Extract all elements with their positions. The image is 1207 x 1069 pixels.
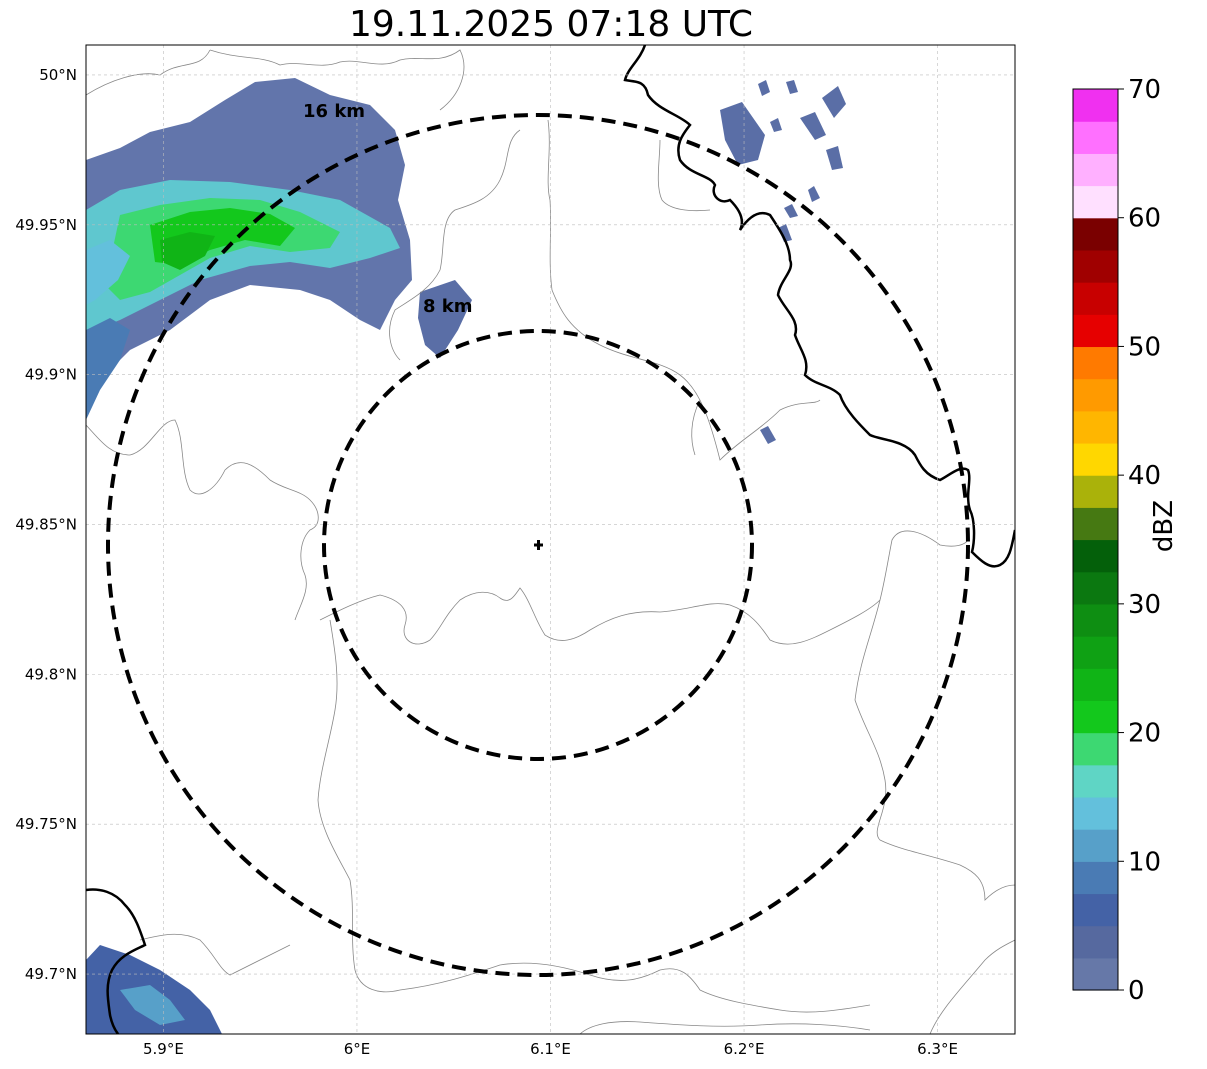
echo-nw-tail: [86, 318, 130, 420]
border-line: [929, 939, 1015, 1034]
colorbar-segment: [1073, 861, 1118, 895]
y-tick-label: 49.85°N: [15, 516, 77, 534]
colorbar-segment: [1073, 957, 1118, 991]
y-tick-label: 49.8°N: [25, 665, 77, 683]
country-border: [86, 45, 1015, 1034]
country-border-line: [623, 45, 1015, 568]
colorbar-frame: [1072, 88, 1119, 991]
colorbar-segment: [1073, 829, 1118, 862]
border-line: [579, 1021, 871, 1034]
echo-ne-10: [808, 186, 820, 202]
colorbar-segment: [1073, 314, 1118, 348]
echo-small-8km: [418, 280, 472, 358]
border-line: [854, 599, 1015, 901]
x-tick-labels: 5.9°E 6°E 6.1°E 6.2°E 6.3°E: [143, 1040, 958, 1058]
y-tick-label: 49.95°N: [15, 216, 77, 234]
echo-ne-9: [778, 224, 792, 242]
colorbar-segment: [1073, 700, 1118, 734]
colorbar-segment: [1073, 571, 1118, 605]
colorbar-segment: [1073, 475, 1118, 508]
colorbar-segment: [1073, 507, 1118, 541]
map-title: 19.11.2025 07:18 UTC: [348, 4, 754, 45]
y-tick-labels: 50°N 49.95°N 49.9°N 49.85°N 49.8°N 49.75°N 49.…: [15, 66, 77, 983]
colorbar-ticks: 0 10 20 30 40 50 60 70: [1118, 75, 1161, 1006]
reflectivity-echoes: [86, 78, 846, 1034]
border-line: [547, 119, 821, 461]
echo-ne-2: [800, 112, 826, 140]
colorbar-tick-label: 40: [1128, 461, 1161, 491]
y-tick-label: 49.75°N: [15, 815, 77, 833]
colorbar-segment: [1073, 378, 1118, 412]
colorbar-segment: [1073, 249, 1118, 283]
ring-label-16km: 16 km: [303, 101, 365, 122]
colorbar-segment: [1073, 636, 1118, 669]
x-tick-label: 6.2°E: [724, 1040, 765, 1058]
ring-16km: [106, 113, 970, 977]
colorbar-segment: [1073, 153, 1118, 187]
y-tick-label: 50°N: [39, 66, 77, 84]
colorbar-segment: [1073, 410, 1118, 444]
border-line: [389, 129, 521, 361]
radar-site-marker: [534, 540, 543, 550]
y-tick-label: 49.7°N: [25, 965, 77, 983]
country-border-line: [86, 888, 147, 1034]
colorbar-label: dBZ: [1149, 499, 1179, 553]
border-line: [319, 587, 881, 645]
x-tick-label: 6.1°E: [530, 1040, 571, 1058]
echo-ne-6: [786, 80, 798, 94]
echo-ne-8: [784, 204, 798, 218]
border-line: [317, 619, 401, 993]
colorbar-tick-label: 0: [1128, 976, 1145, 1006]
colorbar-tick-label: 50: [1128, 332, 1161, 362]
echo-nw-light2: [86, 240, 130, 305]
colorbar-tick-label: 10: [1128, 847, 1161, 877]
border-line: [139, 933, 291, 976]
ring-8km: [322, 329, 754, 761]
colorbar-segment: [1073, 282, 1118, 315]
border-line: [657, 139, 711, 212]
colorbar-segment: [1073, 121, 1118, 154]
colorbar-segment: [1073, 89, 1118, 122]
colorbar-segment: [1073, 539, 1118, 573]
colorbar-segment: [1073, 796, 1118, 830]
colorbar-tick-label: 60: [1128, 204, 1161, 234]
colorbar-segment: [1073, 764, 1118, 798]
colorbar-segment: [1073, 925, 1118, 959]
echo-ne-4: [826, 146, 843, 170]
x-tick-label: 5.9°E: [143, 1040, 184, 1058]
colorbar-segment: [1073, 442, 1118, 476]
map-frame: [85, 44, 1016, 1035]
border-line: [86, 419, 319, 621]
colorbar-segment: [1073, 346, 1118, 380]
border-line: [399, 962, 871, 1013]
border-line: [691, 399, 701, 456]
colorbar-segment: [1073, 732, 1118, 766]
echo-ne-5: [758, 80, 770, 96]
colorbar-tick-label: 30: [1128, 590, 1161, 620]
border-line: [879, 530, 969, 601]
echo-ne-1: [720, 102, 765, 165]
x-tick-label: 6°E: [344, 1040, 371, 1058]
gridlines: [86, 45, 1015, 1034]
colorbar-segment: [1073, 893, 1118, 927]
colorbar-segment: [1073, 603, 1118, 637]
echo-ne-3: [822, 86, 846, 118]
x-tick-label: 6.3°E: [917, 1040, 958, 1058]
colorbar: [1073, 89, 1118, 991]
echo-ne-7: [770, 118, 782, 132]
range-rings: [106, 113, 970, 977]
echo-sw-light: [120, 985, 185, 1025]
ring-label-8km: 8 km: [423, 296, 473, 317]
admin-borders: [86, 49, 1015, 1034]
y-tick-label: 49.9°N: [25, 366, 77, 384]
colorbar-segment: [1073, 185, 1118, 219]
colorbar-segment: [1073, 668, 1118, 701]
colorbar-tick-label: 20: [1128, 719, 1161, 749]
echo-nw-core2: [160, 232, 215, 270]
echo-ne-11: [760, 426, 776, 444]
colorbar-tick-label: 70: [1128, 75, 1161, 105]
colorbar-segment: [1073, 217, 1118, 251]
